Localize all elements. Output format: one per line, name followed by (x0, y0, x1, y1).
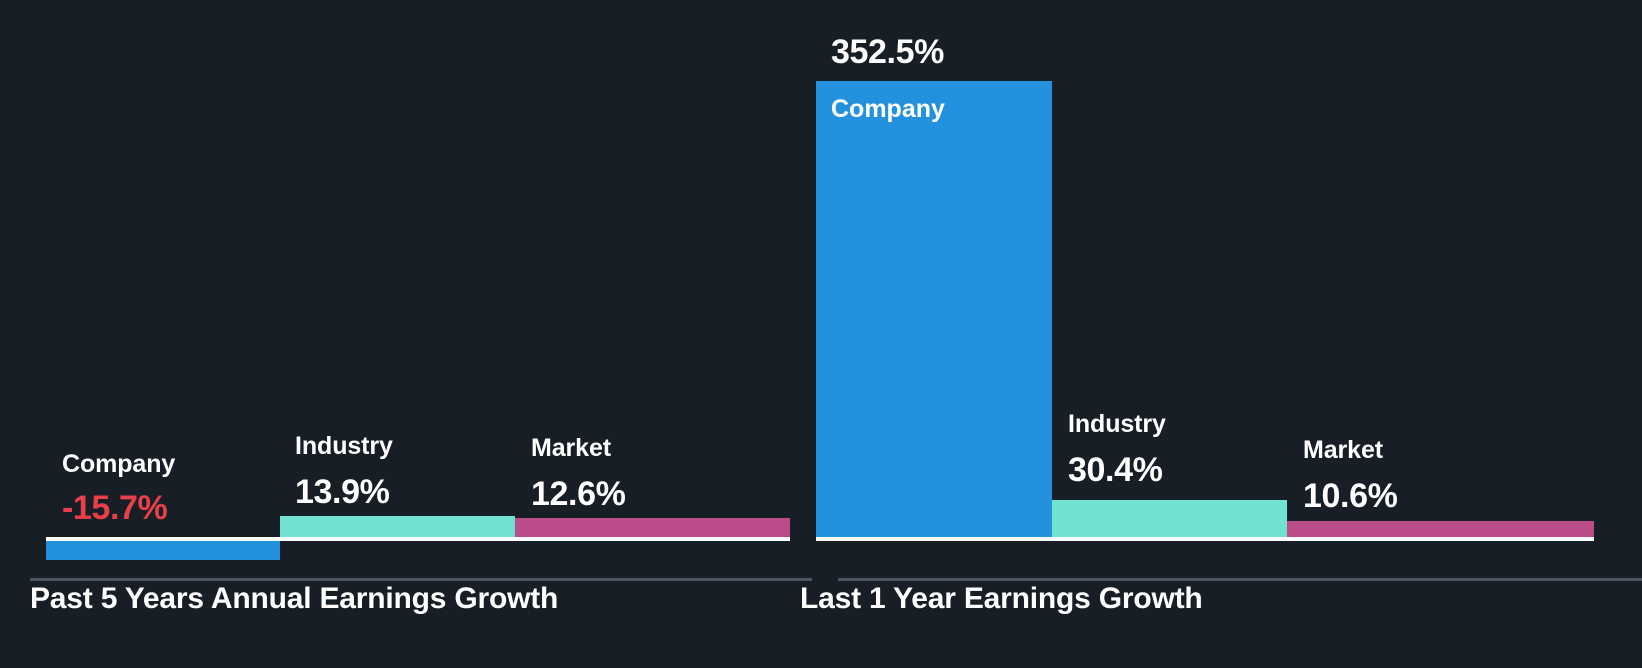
bar-market-left[interactable] (515, 518, 790, 537)
chart-panel-last-1-year: 352.5% Company Industry 30.4% Market 10.… (790, 0, 1642, 668)
zero-baseline-right (816, 537, 1594, 541)
bar-value-company-left: -15.7% (62, 489, 168, 527)
chart-title-right: Last 1 Year Earnings Growth (800, 582, 1203, 615)
chart-panel-past-5-years: Company -15.7% Industry 13.9% Market 12.… (0, 0, 800, 668)
plot-area-right: 352.5% Company Industry 30.4% Market 10.… (790, 0, 1642, 581)
bar-label-company-left: Company (62, 450, 176, 478)
axis-separator-right (838, 578, 1642, 581)
axis-tick-right (790, 578, 812, 581)
bar-value-market-right: 10.6% (1303, 477, 1398, 515)
bar-value-industry-left: 13.9% (295, 473, 390, 511)
axis-separator-left (30, 578, 790, 581)
bar-label-market-left: Market (531, 434, 611, 462)
plot-area-left: Company -15.7% Industry 13.9% Market 12.… (0, 0, 800, 581)
bar-company-right[interactable] (816, 81, 1052, 537)
bar-value-company-right: 352.5% (831, 33, 944, 71)
zero-baseline-left (46, 537, 790, 541)
bar-industry-left[interactable] (280, 516, 515, 537)
bar-company-left[interactable] (46, 537, 280, 560)
bar-market-right[interactable] (1287, 521, 1594, 537)
bar-value-industry-right: 30.4% (1068, 451, 1163, 489)
chart-title-left: Past 5 Years Annual Earnings Growth (30, 582, 559, 615)
bar-label-company-right: Company (831, 95, 945, 123)
bar-label-industry-right: Industry (1068, 410, 1166, 438)
bar-value-market-left: 12.6% (531, 475, 626, 513)
bar-industry-right[interactable] (1052, 500, 1287, 537)
bar-label-industry-left: Industry (295, 432, 393, 460)
bar-label-market-right: Market (1303, 436, 1383, 464)
